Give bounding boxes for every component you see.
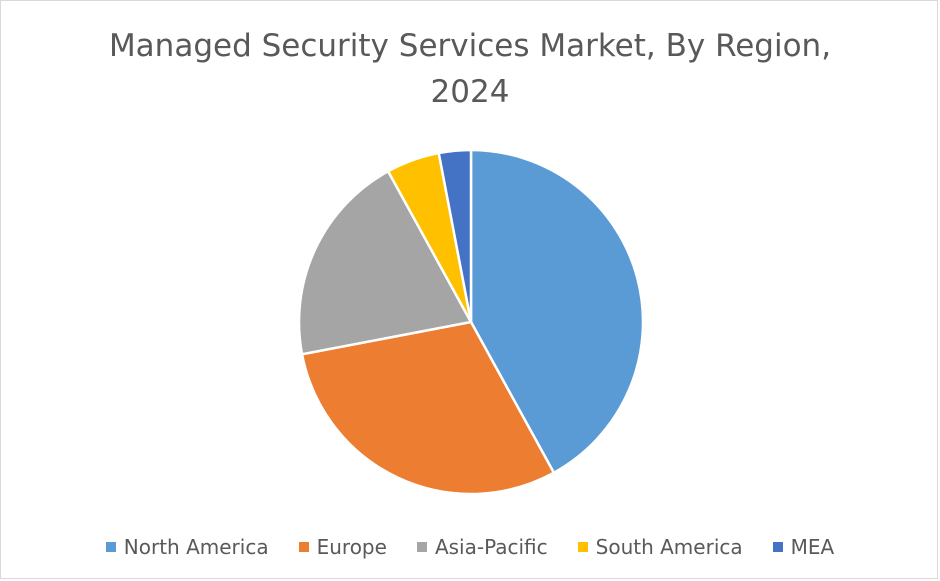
pie-slice-europe <box>300 320 556 496</box>
legend-swatch-south-america <box>577 542 588 552</box>
chart-title-line-1: Managed Security Services Market, By Reg… <box>108 28 832 64</box>
chart-title-line-2: 2024 <box>430 74 510 110</box>
pie-slice-asia-pacific <box>297 170 473 356</box>
legend-swatch-mea <box>772 542 783 552</box>
chart-title: Managed Security Services Market, By Reg… <box>1 23 937 115</box>
legend-item-europe: Europe <box>298 535 387 559</box>
legend-label-north-america: North America <box>123 535 269 559</box>
legend-label-asia-pacific: Asia-Pacific <box>434 535 548 559</box>
legend-swatch-asia-pacific <box>416 542 427 552</box>
pie-slice-mea <box>437 148 473 324</box>
legend-label-europe: Europe <box>316 535 387 559</box>
legend-item-south-america: South America <box>577 535 743 559</box>
pie-slice-north-america <box>469 148 645 474</box>
legend-item-mea: MEA <box>772 535 835 559</box>
chart-legend: North America Europe Asia-Pacific South Ame… <box>1 535 937 559</box>
legend-swatch-europe <box>298 542 309 552</box>
legend-label-mea: MEA <box>790 535 835 559</box>
legend-label-south-america: South America <box>595 535 743 559</box>
legend-item-north-america: North America <box>105 535 269 559</box>
legend-item-asia-pacific: Asia-Pacific <box>416 535 548 559</box>
legend-swatch-north-america <box>105 542 116 552</box>
